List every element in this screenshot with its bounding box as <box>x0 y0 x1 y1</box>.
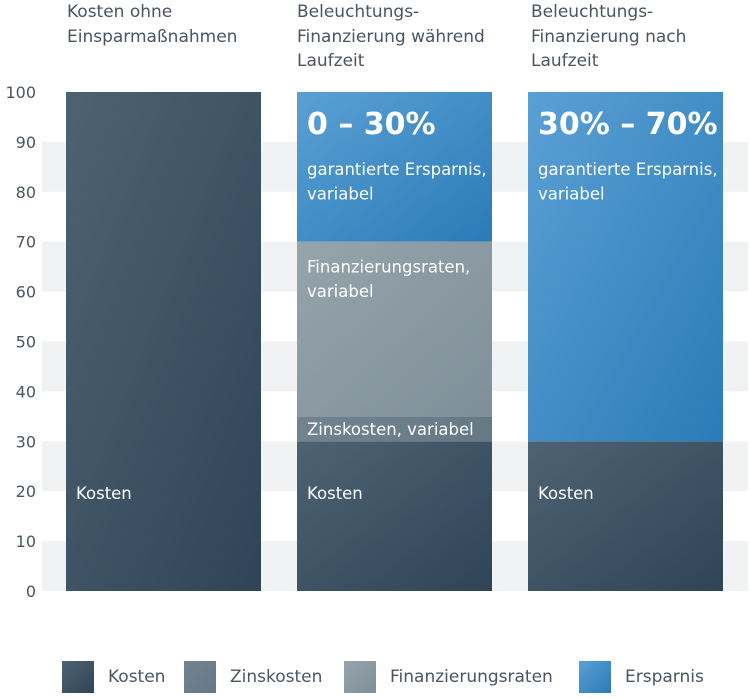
column-title-line: Laufzeit <box>531 51 599 71</box>
legend-item: Kosten <box>62 659 165 695</box>
y-tick-label: 90 <box>16 133 36 152</box>
y-tick-label: 30 <box>16 432 36 451</box>
segment-label: garantierte Ersparnis, <box>307 160 487 179</box>
segment-label: Zinskosten, variabel <box>307 420 474 439</box>
column-title-line: Beleuchtungs- <box>531 2 654 22</box>
bar-segment-finanzierungsraten <box>297 241 492 417</box>
legend-label: Finanzierungsraten <box>390 667 553 687</box>
legend: Kosten Zinskosten Finanzierungsraten Erspar… <box>0 659 750 699</box>
y-tick-label: 20 <box>16 482 36 501</box>
column-title-line: Einsparmaßnahmen <box>67 26 238 47</box>
column-title-line: Finanzierung während <box>297 26 485 47</box>
y-axis: 0 10 20 30 40 50 60 70 80 90 100 <box>5 83 36 601</box>
segment-label: variabel <box>538 185 605 204</box>
bar-segment-ersparnis <box>528 92 723 442</box>
y-tick-label: 0 <box>26 582 36 601</box>
savings-range-label: 30% – 70% <box>538 107 718 142</box>
segment-label: Kosten <box>538 484 594 503</box>
legend-label: Zinskosten <box>230 667 323 687</box>
y-tick-label: 80 <box>16 183 36 202</box>
legend-item: Ersparnis <box>579 659 704 695</box>
bar-segment-kosten <box>66 92 261 591</box>
segment-label: variabel <box>307 185 374 204</box>
column-title: Kosten ohne Einsparmaßnahmen <box>67 0 237 49</box>
legend-label: Kosten <box>108 667 166 687</box>
segment-label: variabel <box>307 282 374 301</box>
y-tick-label: 40 <box>16 382 36 401</box>
legend-swatch <box>344 661 376 693</box>
y-tick-label: 70 <box>16 233 36 252</box>
y-tick-label: 100 <box>5 83 36 102</box>
legend-label: Ersparnis <box>625 667 704 687</box>
y-tick-label: 60 <box>16 283 36 302</box>
segment-label: Kosten <box>307 484 363 503</box>
savings-range-label: 0 – 30% <box>307 107 436 142</box>
column-title-line: Kosten ohne <box>67 2 173 22</box>
segment-label: Kosten <box>76 484 132 503</box>
column-title-line: Beleuchtungs- <box>297 2 420 22</box>
column-title: Beleuchtungs- Finanzierung während Laufzei… <box>297 0 485 74</box>
y-tick-label: 10 <box>16 532 36 551</box>
y-tick-label: 50 <box>16 333 36 352</box>
bar-segment-kosten <box>297 441 492 591</box>
bar-segment-zinskosten <box>297 416 492 442</box>
bars: Kosten Kosten Zinskosten, variabel Finanzie… <box>66 92 723 591</box>
legend-item: Zinskosten <box>184 659 322 695</box>
column-title: Beleuchtungs- Finanzierung nach Laufzeit <box>531 0 686 74</box>
bar-segment-kosten <box>528 441 723 591</box>
legend-swatch <box>62 661 94 693</box>
bar-segment-ersparnis <box>297 92 492 242</box>
segment-label: garantierte Ersparnis, <box>538 160 718 179</box>
column-title-line: Laufzeit <box>297 51 365 71</box>
column-title-line: Finanzierung nach <box>531 26 687 47</box>
legend-item: Finanzierungsraten <box>344 659 553 695</box>
legend-swatch <box>184 661 216 693</box>
segment-label: Finanzierungsraten, <box>307 258 470 277</box>
legend-swatch <box>579 661 611 693</box>
